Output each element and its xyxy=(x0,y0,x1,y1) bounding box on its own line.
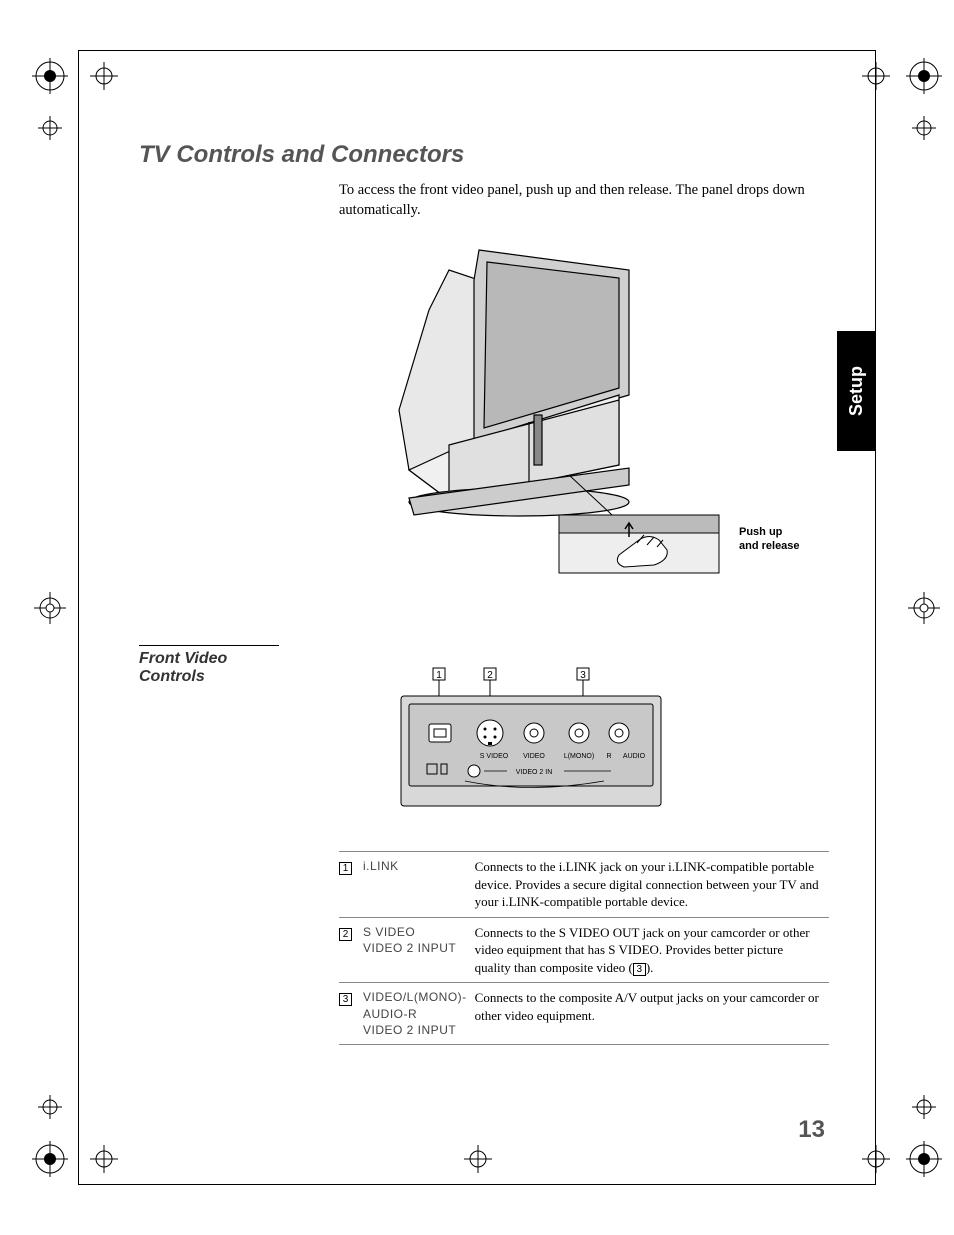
cross-mark-mbl xyxy=(38,1095,62,1119)
svg-text:AUDIO: AUDIO xyxy=(623,753,646,760)
intro-paragraph: To access the front video panel, push up… xyxy=(339,181,825,220)
svg-text:1: 1 xyxy=(436,670,442,681)
table-row: 2 S VIDEO VIDEO 2 INPUT Connects to the … xyxy=(339,917,829,983)
row-num: 2 xyxy=(339,928,352,941)
row-num: 3 xyxy=(339,993,352,1006)
page-frame: TV Controls and Connectors To access the… xyxy=(78,50,876,1185)
front-panel-illustration: 1 2 3 xyxy=(399,666,825,831)
table-row: 3 VIDEO/L(MONO)-AUDIO-R VIDEO 2 INPUT Co… xyxy=(339,983,829,1045)
svg-text:2: 2 xyxy=(487,670,493,681)
tab-label: Setup xyxy=(846,366,867,416)
svg-text:R: R xyxy=(606,753,611,760)
connector-table: 1 i.LINK Connects to the i.LINK jack on … xyxy=(339,851,829,1045)
svg-text:VIDEO 2 IN: VIDEO 2 IN xyxy=(516,769,553,776)
row-label: VIDEO/L(MONO)-AUDIO-R VIDEO 2 INPUT xyxy=(363,983,475,1045)
reg-mark-br xyxy=(906,1141,942,1177)
section-tab: Setup xyxy=(837,331,875,451)
svg-text:S VIDEO: S VIDEO xyxy=(480,753,509,760)
cross-mark-mbr xyxy=(912,1095,936,1119)
table-row: 1 i.LINK Connects to the i.LINK jack on … xyxy=(339,852,829,918)
cross-mark-ml xyxy=(38,116,62,140)
row-desc: Connects to the S VIDEO OUT jack on your… xyxy=(475,917,829,983)
caption-l2: and release xyxy=(739,540,800,552)
row-label: i.LINK xyxy=(363,852,475,918)
svg-text:3: 3 xyxy=(580,670,586,681)
row-desc: Connects to the composite A/V output jac… xyxy=(475,983,829,1045)
svg-text:L(MONO): L(MONO) xyxy=(564,753,594,760)
svg-text:Push up: Push up xyxy=(739,526,783,538)
row-desc: Connects to the i.LINK jack on your i.LI… xyxy=(475,852,829,918)
reg-mark-bl xyxy=(32,1141,68,1177)
row-num: 1 xyxy=(339,862,352,875)
subsection-title: Front Video Controls xyxy=(139,645,279,686)
section-title: TV Controls and Connectors xyxy=(139,141,825,169)
svg-text:and release: and release xyxy=(739,540,800,552)
reg-mark-tl xyxy=(32,58,68,94)
reg-mark-ml xyxy=(32,590,68,626)
reg-mark-tr xyxy=(906,58,942,94)
tv-illustration: Push up and release xyxy=(379,240,825,595)
svg-text:VIDEO: VIDEO xyxy=(523,753,545,760)
caption-l1: Push up xyxy=(739,526,783,538)
row-label: S VIDEO VIDEO 2 INPUT xyxy=(363,917,475,983)
cross-mark-mr xyxy=(912,116,936,140)
reg-mark-mr xyxy=(906,590,942,626)
page-number: 13 xyxy=(798,1116,825,1144)
